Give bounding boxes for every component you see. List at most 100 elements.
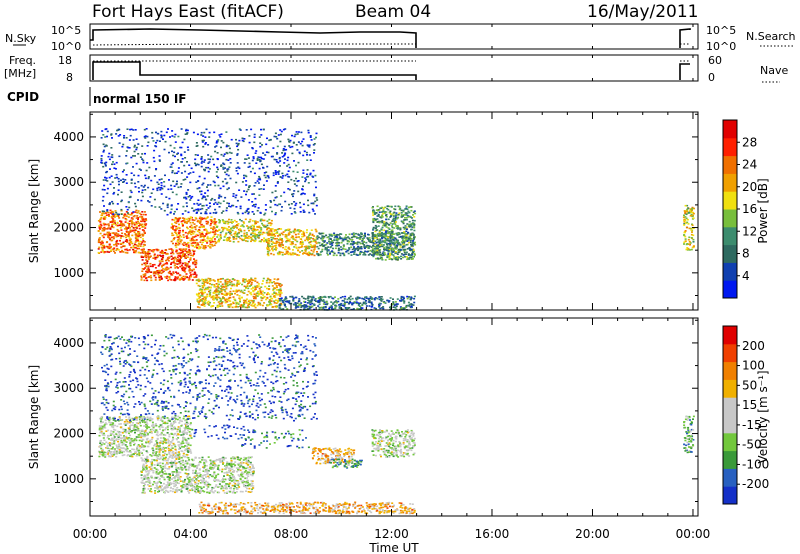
data-cell (407, 253, 410, 255)
data-cell (309, 246, 312, 248)
data-cell (166, 262, 169, 265)
data-cell (136, 215, 139, 217)
data-cell (272, 234, 275, 237)
data-cell (112, 161, 114, 163)
data-cell (200, 304, 203, 306)
data-cell (111, 154, 114, 156)
data-cell (139, 252, 142, 254)
data-cell (135, 238, 138, 241)
data-cell (185, 248, 188, 250)
data-cell (689, 227, 692, 230)
data-cell (400, 255, 402, 258)
data-cell (238, 229, 241, 232)
data-cell (288, 233, 291, 235)
data-cell (287, 246, 290, 249)
data-cell (192, 171, 195, 173)
data-cell (387, 227, 390, 229)
data-cell (173, 185, 176, 187)
data-cell (355, 253, 358, 256)
data-cell (284, 235, 287, 238)
data-cell (213, 199, 216, 201)
data-cell (262, 188, 265, 190)
data-cell (192, 238, 194, 241)
data-cell (292, 142, 295, 144)
data-cell (122, 223, 125, 226)
data-cell (394, 257, 397, 259)
data-cell (397, 241, 400, 243)
data-cell (390, 229, 393, 232)
data-cell (407, 238, 410, 241)
data-cell (304, 177, 307, 179)
data-cell (319, 297, 322, 299)
data-cell (201, 292, 203, 294)
data-cell (189, 258, 192, 261)
data-cell (114, 213, 117, 216)
data-cell (286, 165, 289, 167)
data-cell (304, 250, 307, 252)
data-cell (235, 206, 238, 208)
data-cell (170, 261, 173, 264)
data-cell (280, 284, 283, 286)
data-cell (395, 240, 398, 243)
data-cell (204, 245, 207, 247)
data-cell (100, 217, 103, 219)
data-cell (257, 236, 260, 239)
data-cell (179, 260, 182, 262)
data-cell (198, 297, 201, 300)
data-cell (265, 298, 268, 301)
data-cell (413, 236, 415, 238)
data-cell (411, 226, 414, 228)
data-cell (219, 234, 222, 236)
data-cell (141, 241, 144, 244)
data-cell (181, 220, 184, 222)
data-cell (122, 241, 125, 244)
data-cell (175, 172, 178, 174)
data-cell (225, 285, 228, 288)
data-cell (208, 295, 211, 298)
data-cell (239, 299, 241, 301)
data-cell (173, 213, 175, 215)
data-cell (179, 186, 182, 188)
data-cell (207, 237, 210, 240)
data-cell (333, 239, 336, 241)
data-cell (354, 301, 357, 304)
data-cell (236, 285, 238, 287)
data-cell (113, 163, 116, 165)
data-cell (262, 158, 265, 160)
data-cell (144, 264, 147, 266)
data-cell (388, 211, 391, 214)
data-cell (275, 229, 278, 231)
data-cell (402, 221, 405, 223)
station-title: Fort Hays East (fitACF) (92, 2, 284, 22)
data-cell (267, 250, 270, 253)
data-cell (106, 245, 109, 248)
data-cell (145, 128, 148, 130)
data-cell (253, 297, 255, 300)
data-cell (330, 306, 333, 308)
data-cell (291, 145, 294, 148)
data-cell (110, 134, 113, 136)
data-cell (407, 223, 410, 226)
data-cell (172, 252, 175, 255)
data-cell (212, 226, 215, 228)
data-cell (112, 218, 115, 220)
data-cell (211, 197, 214, 200)
data-cell (251, 302, 254, 305)
data-cell (198, 245, 201, 248)
data-cell (392, 247, 394, 250)
data-cell (260, 134, 263, 136)
data-cell (375, 236, 378, 239)
data-cell (197, 204, 200, 206)
data-cell (180, 248, 183, 250)
data-cell (276, 305, 279, 308)
data-cell (235, 138, 237, 141)
data-cell (133, 222, 136, 224)
data-cell (253, 141, 256, 144)
data-cell (348, 302, 351, 305)
data-cell (308, 144, 311, 146)
data-cell (180, 264, 183, 267)
data-cell (342, 244, 345, 246)
data-cell (181, 243, 184, 245)
data-cell (382, 224, 385, 227)
data-cell (113, 247, 116, 249)
